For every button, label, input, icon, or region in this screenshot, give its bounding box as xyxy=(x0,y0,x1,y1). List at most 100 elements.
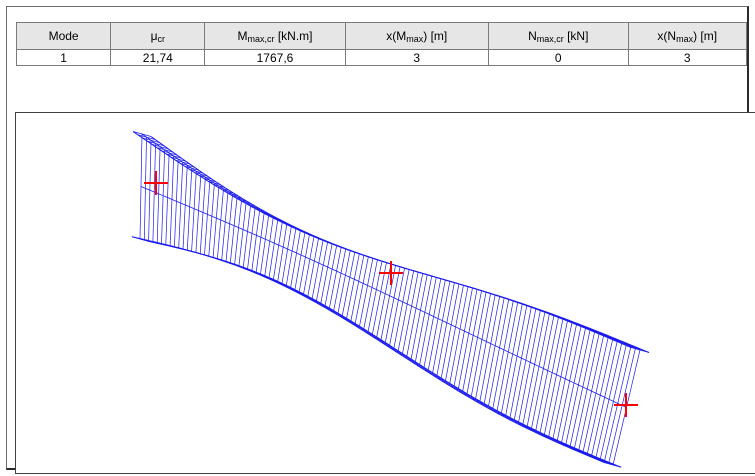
web-mesh-line xyxy=(509,306,532,419)
web-mesh-line xyxy=(165,152,170,245)
web-mesh-line xyxy=(264,217,274,277)
buckling-mode-view[interactable] xyxy=(15,112,755,474)
web-mesh-line xyxy=(251,209,261,272)
cell-mu-cr: 21,74 xyxy=(110,49,206,66)
web-mesh-line xyxy=(242,204,251,268)
header-mode[interactable]: Mode xyxy=(15,22,112,50)
web-mesh-line xyxy=(328,247,342,310)
web-mesh-line xyxy=(427,279,446,372)
marker-right xyxy=(614,393,638,417)
web-mesh-line xyxy=(492,300,514,410)
web-mesh-line xyxy=(161,149,165,244)
web-mesh-line xyxy=(225,194,233,262)
web-mesh-line xyxy=(380,265,396,341)
header-n-max-cr[interactable]: Nmax,cr [kN] xyxy=(487,22,629,50)
web-mesh-line xyxy=(307,238,319,298)
web-mesh-line xyxy=(449,286,469,385)
web-mesh-line xyxy=(582,336,609,453)
web-mesh-line xyxy=(156,146,161,243)
web-mesh-line xyxy=(311,240,324,300)
web-mesh-line xyxy=(148,140,152,241)
cell-x-n-max: 3 xyxy=(627,49,748,66)
table-row[interactable]: 1 21,74 1767,6 3 0 3 xyxy=(15,49,748,66)
web-mesh-line xyxy=(479,296,500,403)
web-mesh-line xyxy=(591,340,618,457)
web-mesh-line xyxy=(475,294,496,400)
web-mesh-line xyxy=(354,256,369,325)
web-mesh-line xyxy=(371,262,387,336)
web-mesh-line xyxy=(255,212,265,273)
web-mesh-line xyxy=(530,315,555,430)
web-mesh-line xyxy=(419,277,437,366)
web-mesh-line xyxy=(152,143,156,242)
web-mesh-line xyxy=(195,174,202,253)
web-mesh-line xyxy=(191,171,197,252)
web-mesh-line xyxy=(500,303,523,415)
web-mesh-line xyxy=(260,214,270,275)
web-mesh-line xyxy=(303,236,315,295)
web-mesh-line xyxy=(298,234,310,293)
results-window: Mode μcr Mmax,cr [kN.m] x(Mmax) [m] Nmax… xyxy=(6,6,755,474)
web-mesh-line xyxy=(199,177,206,254)
web-mesh-line xyxy=(548,322,573,438)
web-mesh-line xyxy=(453,287,473,388)
web-mesh-line xyxy=(315,241,328,302)
table-header-row: Mode μcr Mmax,cr [kN.m] x(Mmax) [m] Nmax… xyxy=(15,22,748,50)
web-mesh-line xyxy=(285,228,297,287)
cell-mode: 1 xyxy=(15,49,112,66)
bottom-flange-edge-left xyxy=(131,236,606,464)
web-mesh-line xyxy=(272,221,283,281)
web-mesh-line xyxy=(565,329,591,446)
header-x-m-max[interactable]: x(Mmax) [m] xyxy=(344,22,489,50)
web-mesh-line xyxy=(182,165,188,250)
web-mesh-line xyxy=(358,258,374,328)
web-mesh-line xyxy=(290,230,301,289)
web-mesh-line xyxy=(462,290,482,393)
web-mesh-line xyxy=(178,162,184,249)
web-mesh-line xyxy=(217,188,224,259)
web-mesh-line xyxy=(212,185,220,258)
web-mesh-line xyxy=(432,281,451,374)
web-mesh-line xyxy=(569,331,596,448)
web-mesh-line xyxy=(436,282,455,377)
web-mesh-line xyxy=(552,323,577,440)
web-mesh-line xyxy=(208,183,215,257)
web-mesh-line xyxy=(294,232,306,291)
web-centreline xyxy=(140,186,627,408)
web-mesh-line xyxy=(324,245,338,307)
web-mesh-line xyxy=(337,250,351,315)
header-x-n-max[interactable]: x(Nmax) [m] xyxy=(627,22,748,50)
web-mesh-line xyxy=(595,342,623,458)
web-mesh-line xyxy=(350,255,365,322)
web-mesh-line xyxy=(604,346,632,462)
web-mesh-line xyxy=(522,311,546,426)
header-mu-cr[interactable]: μcr xyxy=(110,22,206,50)
web-mesh-line xyxy=(414,275,433,363)
web-mesh-line xyxy=(406,273,424,358)
bottom-flange-edge-right xyxy=(147,240,622,468)
web-mesh-line xyxy=(234,199,242,265)
web-mesh-line xyxy=(466,292,487,395)
web-mesh-line xyxy=(393,269,410,350)
top-flange-centreline xyxy=(141,133,641,351)
web-mesh-line xyxy=(174,159,179,247)
web-mesh-line xyxy=(221,191,229,261)
web-mesh-line xyxy=(397,270,414,352)
web-mesh-line xyxy=(333,248,347,312)
web-mesh-line xyxy=(401,272,419,355)
web-mesh-line xyxy=(539,318,564,434)
web-mesh-line xyxy=(229,196,238,264)
web-mesh-line xyxy=(238,202,247,267)
web-mesh-line xyxy=(423,278,442,369)
web-mesh-line xyxy=(470,293,491,398)
web-mesh-line xyxy=(586,338,614,455)
web-mesh-line xyxy=(483,297,505,405)
web-mesh-line xyxy=(496,302,519,412)
web-mesh-line xyxy=(341,252,356,317)
web-mesh-line xyxy=(518,310,541,424)
top-flange-edge-right xyxy=(150,136,650,353)
web-mesh-line xyxy=(526,313,550,428)
web-mesh-line xyxy=(247,207,256,270)
header-m-max-cr[interactable]: Mmax,cr [kN.m] xyxy=(204,22,346,50)
web-mesh-line xyxy=(457,289,478,390)
